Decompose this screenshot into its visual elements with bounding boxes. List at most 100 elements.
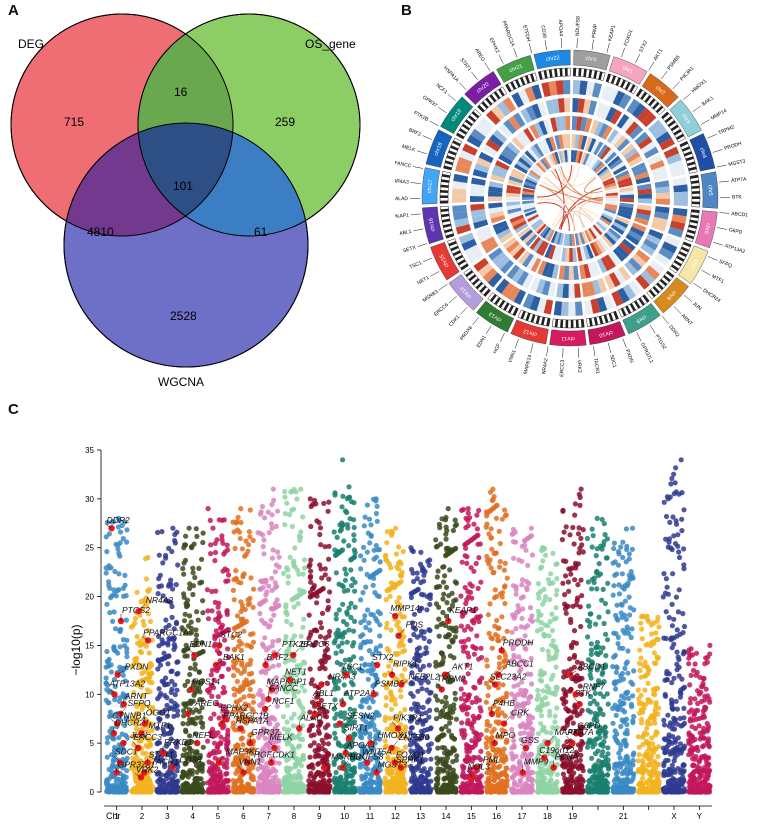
manhattan-point: [504, 628, 510, 634]
manhattan-point: [294, 756, 300, 762]
circos-band: [452, 140, 461, 147]
manhattan-point: [205, 608, 211, 614]
circos-heatmap-cell: [602, 294, 615, 310]
circos-band: [493, 91, 501, 100]
circos-band: [450, 245, 459, 252]
circos-chromosome-label: chr16: [428, 217, 436, 232]
circos-gene-tick: [513, 48, 518, 58]
manhattan-point: [393, 525, 399, 531]
circos-gene-tick: [684, 294, 693, 302]
circos-heatmap-cell: [603, 207, 617, 215]
circos-heatmap-cell: [641, 112, 657, 128]
manhattan-point: [488, 526, 494, 532]
manhattan-point: [301, 616, 307, 622]
circos-heatmap-cell: [647, 119, 664, 135]
manhattan-point: [474, 633, 480, 639]
manhattan-point: [243, 618, 250, 625]
circos-link: [579, 200, 603, 229]
circos-gene-tick: [693, 282, 702, 289]
manhattan-point: [427, 595, 433, 601]
manhattan-point: [131, 717, 137, 723]
manhattan-point: [358, 619, 364, 626]
manhattan-point: [384, 529, 390, 535]
circos-link: [544, 176, 595, 221]
manhattan-point: [276, 760, 282, 766]
circos-heatmap-cell: [589, 157, 599, 170]
circos-band: [465, 270, 474, 278]
circos-heatmap-cell: [530, 257, 542, 273]
circos-heatmap-cell: [569, 247, 574, 262]
manhattan-point: [377, 643, 383, 649]
manhattan-point: [502, 507, 508, 513]
manhattan-point: [147, 618, 154, 625]
circos-heatmap-cell: [614, 170, 630, 180]
manhattan-point: [344, 609, 350, 615]
circos-band: [468, 115, 476, 123]
manhattan-point: [138, 649, 145, 656]
manhattan-point: [160, 593, 166, 599]
circos-heatmap-cell: [522, 202, 535, 208]
manhattan-point: [198, 719, 204, 725]
circos-heatmap-cell: [547, 281, 557, 297]
manhattan-point: [166, 581, 172, 587]
manhattan-point: [147, 779, 153, 785]
manhattan-point: [377, 633, 383, 639]
manhattan-point: [339, 547, 346, 553]
manhattan-point: [108, 662, 114, 668]
manhattan-points: [103, 457, 713, 795]
circos-heatmap-cell: [551, 245, 559, 261]
manhattan-point: [141, 785, 147, 791]
circos-chromosome-segment: [510, 319, 549, 345]
circos-band: [673, 260, 682, 267]
circos-chromosome-label: chr22: [546, 55, 560, 63]
manhattan-point: [268, 617, 274, 623]
circos-heatmap-cell: [491, 251, 507, 266]
manhattan-point: [168, 705, 174, 711]
manhattan-point: [492, 587, 498, 593]
circos-band: [583, 68, 587, 78]
circos-heatmap-cell: [626, 151, 641, 164]
manhattan-point: [246, 693, 253, 699]
manhattan-point: [180, 708, 187, 714]
circos-heatmap-cell: [477, 262, 493, 278]
circos-band: [676, 255, 685, 262]
circos-gene-tick: [429, 120, 439, 127]
circos-heatmap-cell: [488, 181, 504, 189]
manhattan-point: [475, 532, 481, 538]
circos-heatmap-cell: [582, 245, 591, 260]
manhattan-point: [434, 707, 440, 713]
circos-heatmap-cell: [489, 210, 505, 219]
manhattan-point: [398, 694, 404, 700]
manhattan-point: [163, 617, 169, 623]
manhattan-point: [181, 571, 187, 577]
circos-band: [638, 297, 645, 306]
manhattan-point: [451, 736, 458, 742]
manhattan-point: [440, 658, 446, 664]
circos-gene-label: ARNT: [680, 313, 694, 327]
manhattan-point: [302, 688, 308, 694]
circos-band: [471, 111, 480, 119]
manhattan-point: [174, 687, 180, 693]
circos-heatmap-cell: [573, 265, 579, 280]
circos-heatmap-cell: [649, 160, 665, 171]
manhattan-point: [290, 723, 297, 729]
manhattan-x-tick-label: 12: [391, 812, 400, 821]
manhattan-point: [138, 684, 144, 690]
manhattan-point: [400, 642, 406, 648]
circos-heatmap-cell: [566, 134, 571, 149]
manhattan-point: [440, 596, 446, 602]
manhattan-point: [301, 557, 308, 563]
manhattan-point: [135, 710, 141, 716]
manhattan-point: [156, 576, 162, 582]
manhattan-point: [426, 562, 432, 568]
circos-band: [524, 75, 531, 84]
circos-band: [546, 317, 551, 327]
circos-heatmap-cell: [511, 92, 525, 108]
manhattan-point: [190, 565, 196, 571]
circos-heatmap-cell: [567, 149, 571, 163]
manhattan-point: [172, 531, 178, 538]
manhattan-point: [200, 678, 206, 684]
manhattan-point: [490, 496, 496, 503]
circos-gene-label: PTGS2: [654, 334, 668, 351]
manhattan-point: [485, 612, 491, 618]
